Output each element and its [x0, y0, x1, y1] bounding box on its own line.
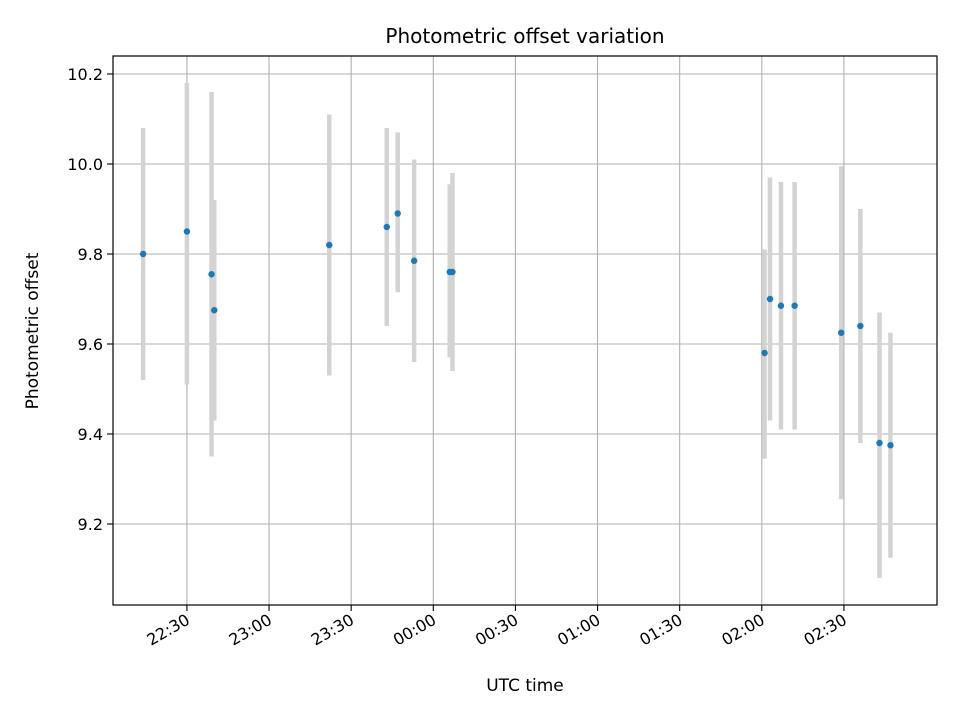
- data-point: [876, 439, 883, 447]
- data-point: [761, 349, 768, 357]
- data-point: [383, 223, 390, 231]
- y-tick-label: 10.2: [67, 65, 103, 84]
- y-tick-label: 9.6: [78, 335, 103, 354]
- data-point: [837, 329, 845, 336]
- data-point: [766, 295, 774, 303]
- data-point: [449, 268, 456, 276]
- data-point: [791, 302, 798, 309]
- data-point: [326, 241, 333, 249]
- chart-title: Photometric offset variation: [385, 24, 664, 48]
- data-point: [410, 257, 418, 264]
- data-point: [887, 442, 894, 449]
- x-axis-title: UTC time: [486, 676, 564, 696]
- y-tick-label: 9.4: [78, 425, 103, 444]
- data-points: [139, 210, 894, 449]
- y-tick-label: 9.8: [78, 245, 103, 264]
- grid-lines: [113, 56, 937, 605]
- data-point: [183, 228, 191, 235]
- y-axis-title: Photometric offset: [23, 252, 43, 409]
- data-point: [211, 307, 218, 314]
- y-tick-label: 9.2: [78, 515, 103, 534]
- y-tick-label: 10.0: [67, 155, 103, 174]
- y-axis-ticks: 9.2 9.4 9.6 9.8 10.0 10.2: [67, 65, 113, 534]
- plot-frame: [112, 55, 938, 606]
- data-point: [139, 250, 147, 258]
- data-point: [777, 302, 785, 309]
- data-point: [394, 210, 401, 217]
- data-point: [208, 271, 215, 278]
- data-point: [857, 322, 864, 330]
